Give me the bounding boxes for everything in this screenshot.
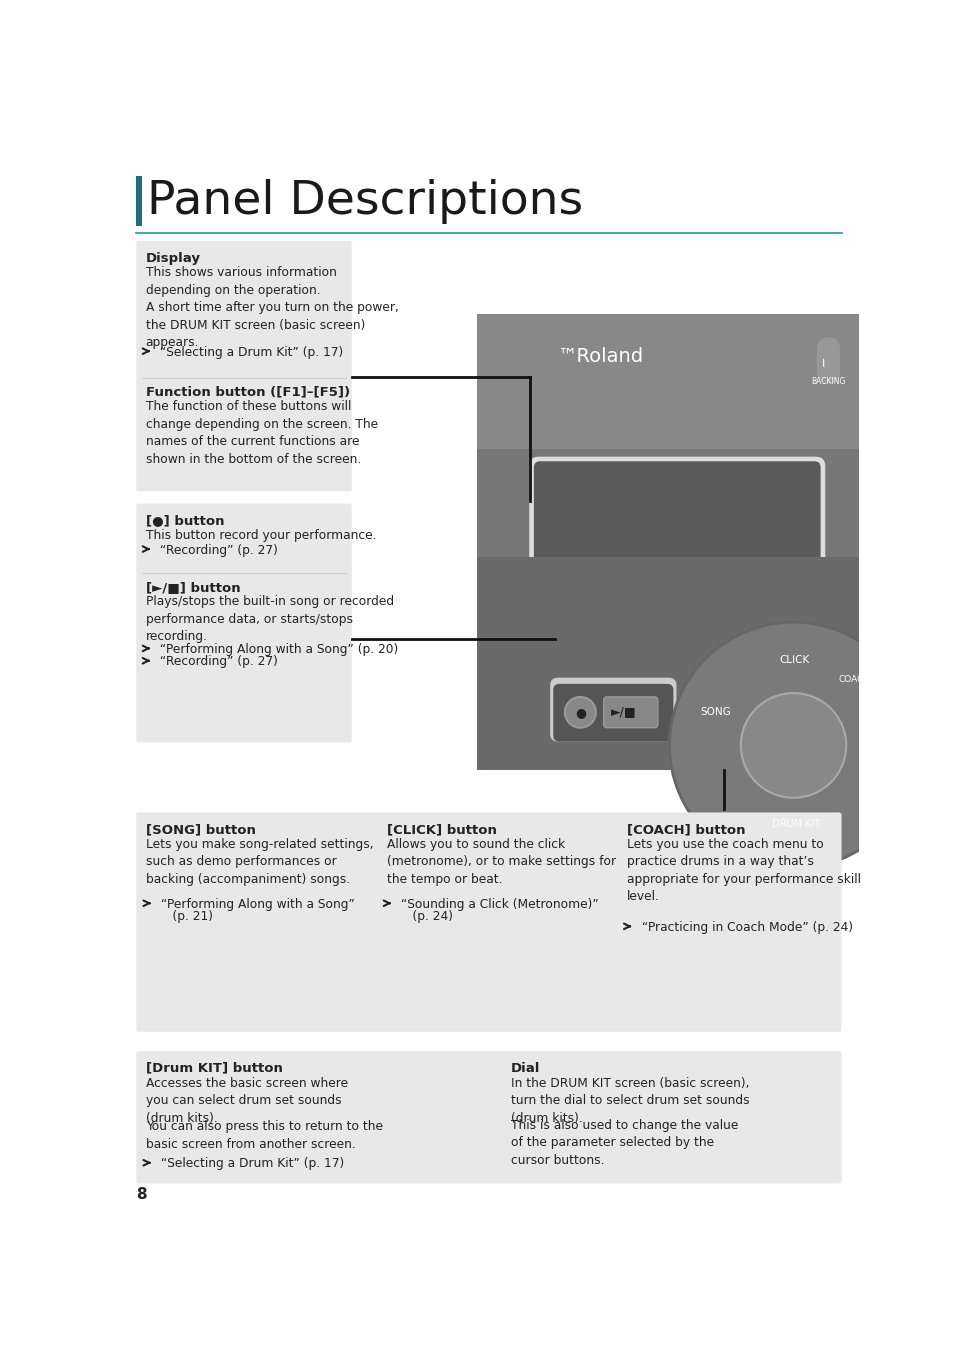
Text: DRUM KIT: DRUM KIT [771, 818, 820, 829]
Text: “Selecting a Drum Kit” (p. 17): “Selecting a Drum Kit” (p. 17) [156, 346, 343, 359]
Text: You can also press this to return to the
basic screen from another screen.: You can also press this to return to the… [146, 1120, 383, 1151]
Text: CLICK: CLICK [779, 655, 809, 665]
Text: “Practicing in Coach Mode” (p. 24): “Practicing in Coach Mode” (p. 24) [637, 921, 852, 934]
FancyBboxPatch shape [596, 617, 636, 630]
Text: (p. 24): (p. 24) [397, 910, 453, 923]
Text: Display: Display [146, 252, 200, 264]
Text: I: I [821, 359, 824, 369]
Text: ►/■: ►/■ [611, 705, 637, 717]
Text: [●] button: [●] button [146, 515, 224, 527]
Text: ●: ● [575, 706, 585, 718]
FancyBboxPatch shape [816, 337, 840, 384]
FancyBboxPatch shape [136, 504, 352, 743]
Bar [476, 314, 885, 449]
Text: “Recording” (p. 27): “Recording” (p. 27) [156, 543, 278, 557]
Text: Function button ([F1]–[F5]): Function button ([F1]–[F5]) [146, 386, 350, 399]
FancyBboxPatch shape [550, 678, 676, 741]
Text: ™Roland: ™Roland [557, 346, 642, 365]
Text: COACH: COACH [838, 674, 870, 683]
Circle shape [669, 623, 917, 868]
Bar [476, 449, 885, 557]
Text: Panel Descriptions: Panel Descriptions [147, 179, 582, 224]
Text: This is also used to change the value
of the parameter selected by the
cursor bu: This is also used to change the value of… [510, 1119, 738, 1167]
Bar [476, 314, 885, 449]
Bar [476, 557, 885, 770]
FancyBboxPatch shape [553, 683, 673, 741]
Text: This shows various information
depending on the operation.
A short time after yo: This shows various information depending… [146, 267, 398, 349]
FancyBboxPatch shape [603, 697, 658, 728]
Text: [SONG] button: [SONG] button [146, 824, 256, 836]
Circle shape [564, 697, 596, 728]
Text: Plays/stops the built-in song or recorded
performance data, or starts/stops
reco: Plays/stops the built-in song or recorde… [146, 596, 394, 643]
FancyBboxPatch shape [476, 314, 885, 770]
FancyBboxPatch shape [476, 314, 885, 449]
Text: Allows you to sound the click
(metronome), or to make settings for
the tempo or : Allows you to sound the click (metronome… [386, 838, 615, 886]
Text: Dial: Dial [510, 1062, 539, 1074]
FancyBboxPatch shape [136, 241, 352, 491]
Text: “Performing Along with a Song”: “Performing Along with a Song” [157, 898, 355, 911]
Bar [136, 175, 142, 225]
Text: “Selecting a Drum Kit” (p. 17): “Selecting a Drum Kit” (p. 17) [157, 1158, 344, 1170]
Text: [CLICK] button: [CLICK] button [386, 824, 496, 836]
Text: 8: 8 [136, 1188, 147, 1202]
Text: “Recording” (p. 27): “Recording” (p. 27) [156, 655, 278, 669]
FancyBboxPatch shape [649, 617, 690, 630]
Circle shape [740, 693, 845, 798]
FancyBboxPatch shape [529, 457, 824, 616]
Text: “Performing Along with a Song” (p. 20): “Performing Along with a Song” (p. 20) [156, 643, 398, 656]
Text: [Drum KIT] button: [Drum KIT] button [146, 1062, 283, 1074]
Text: BACKING: BACKING [810, 377, 844, 387]
FancyBboxPatch shape [136, 1051, 841, 1184]
Text: [COACH] button: [COACH] button [626, 824, 744, 836]
Text: Lets you make song-related settings,
such as demo performances or
backing (accom: Lets you make song-related settings, suc… [146, 838, 374, 886]
Text: In the DRUM KIT screen (basic screen),
turn the dial to select drum set sounds
(: In the DRUM KIT screen (basic screen), t… [510, 1077, 748, 1124]
Text: SONG: SONG [700, 706, 731, 717]
Text: This button record your performance.: This button record your performance. [146, 528, 375, 542]
FancyBboxPatch shape [703, 617, 744, 630]
FancyBboxPatch shape [758, 617, 798, 630]
FancyBboxPatch shape [136, 813, 841, 1031]
Text: “Sounding a Click (Metronome)”: “Sounding a Click (Metronome)” [397, 898, 598, 911]
Text: (p. 21): (p. 21) [157, 910, 213, 923]
FancyBboxPatch shape [534, 461, 820, 612]
Text: The function of these buttons will
change depending on the screen. The
names of : The function of these buttons will chang… [146, 400, 377, 466]
Text: Lets you use the coach menu to
practice drums in a way that’s
appropriate for yo: Lets you use the coach menu to practice … [626, 838, 860, 903]
FancyBboxPatch shape [541, 617, 581, 630]
Text: [►/■] button: [►/■] button [146, 581, 240, 593]
Text: Accesses the basic screen where
you can select drum set sounds
(drum kits).: Accesses the basic screen where you can … [146, 1077, 348, 1124]
